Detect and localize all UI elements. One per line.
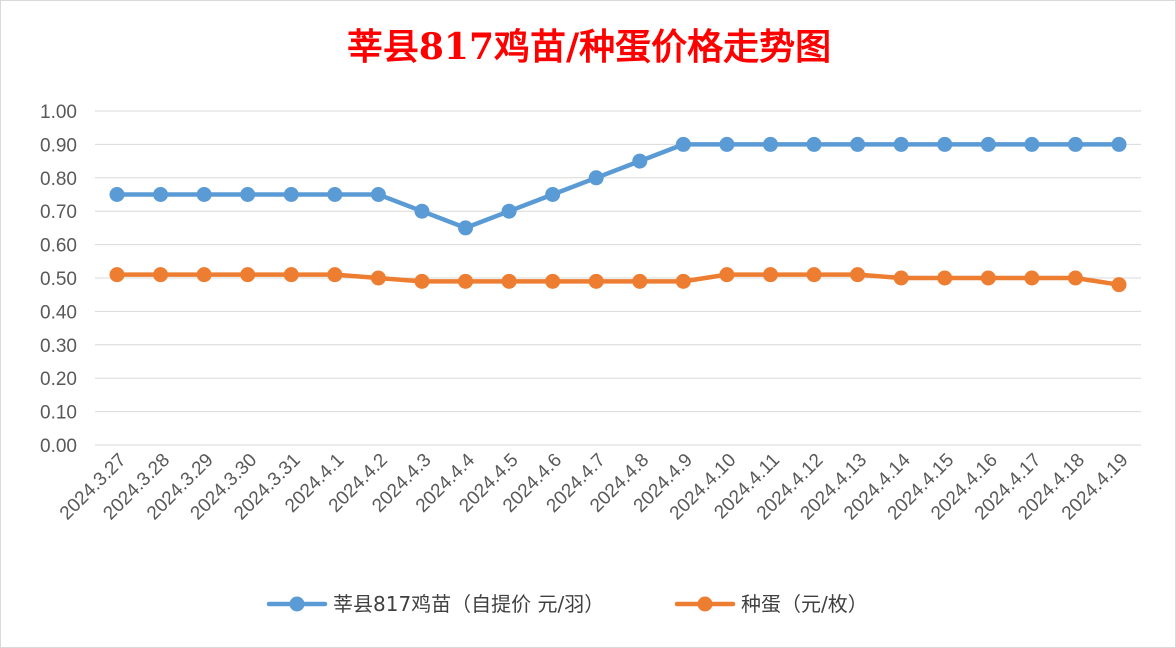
- data-point: [937, 270, 953, 286]
- data-point: [893, 270, 909, 286]
- series-group: [109, 136, 1127, 293]
- data-point: [370, 187, 386, 202]
- y-tick-label: 0.30: [40, 336, 77, 357]
- data-point: [501, 273, 517, 289]
- data-point: [1024, 136, 1040, 152]
- data-point: [1111, 136, 1127, 152]
- series-1: [109, 136, 1127, 236]
- series-line: [114, 272, 1122, 287]
- data-point: [1024, 270, 1040, 286]
- data-point: [719, 267, 735, 283]
- series-line: [114, 142, 1122, 231]
- legend-swatch-marker: [697, 596, 713, 612]
- data-point: [588, 170, 604, 186]
- data-point: [545, 273, 561, 289]
- legend: 莘县817鸡苗（自提价 元/羽） 种蛋（元/枚）: [266, 592, 868, 616]
- data-point: [980, 270, 996, 286]
- y-tick-label: 0.70: [40, 202, 77, 223]
- data-point: [632, 153, 648, 169]
- data-point: [1067, 270, 1083, 286]
- data-point: [1111, 277, 1127, 293]
- data-point: [762, 267, 778, 283]
- data-point: [806, 136, 822, 152]
- data-point: [545, 187, 561, 202]
- data-point: [937, 136, 953, 152]
- y-tick-label: 0.10: [40, 403, 77, 424]
- y-tick-label: 0.80: [40, 169, 77, 190]
- data-point: [588, 273, 604, 289]
- data-point: [240, 267, 256, 283]
- data-point: [196, 187, 212, 202]
- data-point: [632, 273, 648, 289]
- data-point: [240, 187, 256, 202]
- data-point: [327, 187, 343, 202]
- data-point: [806, 267, 822, 283]
- data-point: [850, 136, 866, 152]
- data-point: [370, 270, 386, 286]
- chart-title: 莘县817鸡苗/种蛋价格走势图: [347, 26, 831, 68]
- data-point: [414, 203, 430, 219]
- data-point: [109, 267, 125, 283]
- legend-item: 种蛋（元/枚）: [674, 592, 868, 616]
- data-point: [675, 273, 691, 289]
- data-point: [762, 136, 778, 152]
- y-tick-label: 0.60: [40, 236, 77, 257]
- data-point: [719, 136, 735, 152]
- data-point: [153, 267, 169, 283]
- data-point: [327, 267, 343, 283]
- data-point: [850, 267, 866, 283]
- series-2: [109, 267, 1127, 293]
- legend-label: 莘县817鸡苗（自提价 元/羽）: [333, 592, 604, 616]
- data-point: [893, 136, 909, 152]
- data-point: [675, 136, 691, 152]
- y-tick-label: 0.40: [40, 302, 77, 323]
- y-axis-ticks: 0.00 0.10 0.20 0.30 0.40 0.50 0.60 0.70 0.80 0.90…: [40, 102, 77, 457]
- data-point: [109, 187, 125, 202]
- data-point: [283, 267, 299, 283]
- data-point: [1067, 136, 1083, 152]
- y-tick-label: 0.20: [40, 369, 77, 390]
- y-tick-label: 1.00: [40, 102, 77, 123]
- data-point: [458, 220, 474, 236]
- data-point: [980, 136, 996, 152]
- y-tick-label: 0.50: [40, 269, 77, 290]
- data-point: [501, 203, 517, 219]
- data-point: [153, 187, 169, 202]
- x-axis-ticks: 2024.3.272024.3.282024.3.292024.3.302024…: [56, 449, 1133, 524]
- data-point: [414, 273, 430, 289]
- legend-swatch-marker: [289, 596, 305, 612]
- y-tick-label: 0.00: [40, 436, 77, 457]
- legend-label: 种蛋（元/枚）: [741, 592, 868, 616]
- data-point: [458, 273, 474, 289]
- y-tick-label: 0.90: [40, 135, 77, 156]
- legend-item: 莘县817鸡苗（自提价 元/羽）: [266, 592, 604, 616]
- data-point: [283, 187, 299, 202]
- data-point: [196, 267, 212, 283]
